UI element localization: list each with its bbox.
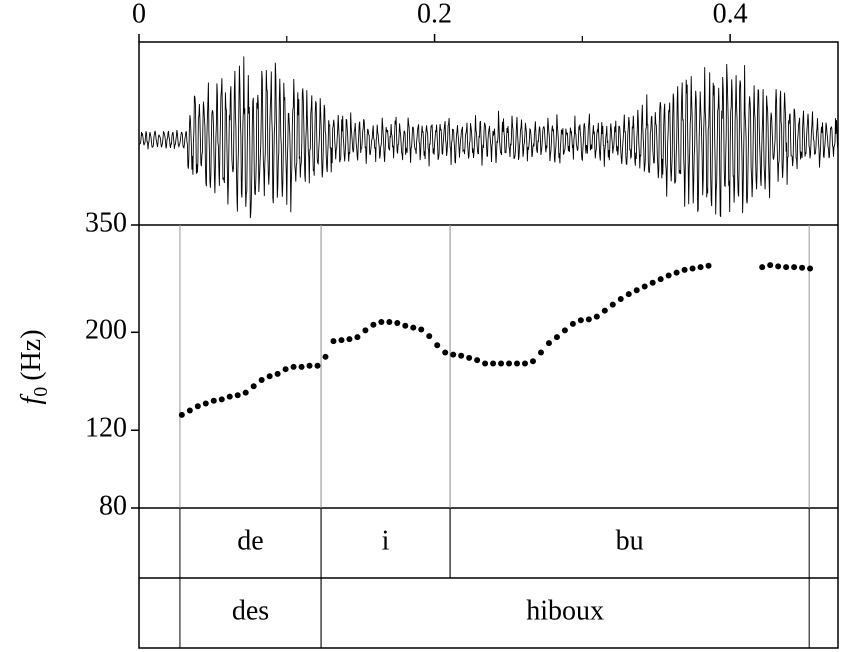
pitch-point [775, 263, 782, 270]
interval-label: hiboux [526, 595, 604, 626]
pitch-point [314, 362, 321, 369]
pitch-point [322, 353, 329, 360]
pitch-point [490, 360, 497, 367]
x-tick-label: 0.2 [417, 0, 452, 29]
y-tick-label: 200 [85, 315, 127, 346]
pitch-point [370, 321, 377, 328]
pitch-point [434, 342, 441, 349]
x-tick-label: 0 [132, 0, 146, 29]
pitch-point [705, 262, 712, 269]
interval-label: de [237, 525, 263, 556]
pitch-point [697, 264, 704, 271]
pitch-point [266, 373, 273, 380]
pitch-point [601, 307, 608, 314]
pitch-point [386, 319, 393, 326]
pitch-point [561, 327, 568, 334]
pitch-point [759, 264, 766, 271]
x-tick-label: 0.4 [713, 0, 748, 29]
pitch-point [338, 337, 345, 344]
interval-label: i [382, 525, 390, 556]
pitch-point [450, 351, 457, 358]
pitch-point [426, 333, 433, 340]
pitch-point [218, 396, 225, 403]
pitch-point [681, 266, 688, 273]
pitch-point [330, 338, 337, 345]
pitch-point [553, 334, 560, 341]
pitch-point [402, 322, 409, 329]
pitch-point [458, 352, 465, 359]
pitch-point [585, 316, 592, 323]
pitch-point [529, 358, 536, 365]
pitch-point [466, 354, 473, 361]
pitch-point [522, 360, 529, 367]
pitch-point [537, 349, 544, 356]
pitch-point [593, 313, 600, 320]
pitch-point [194, 403, 201, 410]
pitch-point [609, 301, 616, 308]
y-label-symbol: f [16, 394, 47, 405]
pitch-point [474, 357, 481, 364]
pitch-point [234, 392, 241, 399]
y-tick-label: 120 [85, 413, 127, 444]
pitch-point [498, 360, 505, 367]
pitch-point [617, 295, 624, 302]
pitch-point [657, 276, 664, 283]
pitch-point [282, 366, 289, 373]
pitch-point [258, 376, 265, 383]
interval-label: bu [616, 525, 644, 556]
pitch-point [306, 362, 313, 369]
pitch-point [791, 264, 798, 271]
pitch-point [354, 334, 361, 341]
pitch-point [514, 360, 521, 367]
pitch-point [250, 383, 257, 390]
pitch-point [202, 400, 209, 407]
pitch-point [378, 319, 385, 326]
pitch-point [186, 407, 193, 414]
pitch-point [689, 265, 696, 272]
pitch-point [673, 269, 680, 276]
interval-label: des [232, 595, 269, 626]
outer-frame [138, 41, 839, 649]
pitch-point [641, 283, 648, 290]
y-label-unit: (Hz) [16, 329, 47, 380]
pitch-point [298, 363, 305, 370]
waveform [138, 56, 839, 219]
pitch-point [290, 363, 297, 370]
pitch-point [442, 349, 449, 356]
pitch-point [394, 319, 401, 326]
pitch-point [767, 262, 774, 269]
pitch-point [482, 360, 489, 367]
y-label-subscript: 0 [30, 387, 52, 397]
pitch-point [633, 287, 640, 294]
pitch-point [242, 389, 249, 396]
pitch-point [807, 265, 814, 272]
pitch-point [506, 360, 513, 367]
pitch-point [346, 336, 353, 343]
y-axis-label: f0 (Hz) [16, 329, 51, 404]
pitch-point [178, 411, 185, 418]
pitch-point [783, 264, 790, 271]
pitch-point [545, 340, 552, 347]
y-tick-label: 350 [85, 207, 127, 238]
y-tick-label: 80 [99, 490, 127, 521]
pitch-point [569, 320, 576, 327]
pitch-point [226, 393, 233, 400]
pitch-point [274, 370, 281, 377]
pitch-point [577, 317, 584, 324]
pitch-point [625, 291, 632, 298]
frame [138, 41, 839, 649]
pitch-point [362, 327, 369, 334]
pitch-point [799, 264, 806, 271]
pitch-point [210, 397, 217, 404]
pitch-point [418, 326, 425, 333]
pitch-point [665, 272, 672, 279]
pitch-point [649, 279, 656, 286]
pitch-point [410, 324, 417, 331]
